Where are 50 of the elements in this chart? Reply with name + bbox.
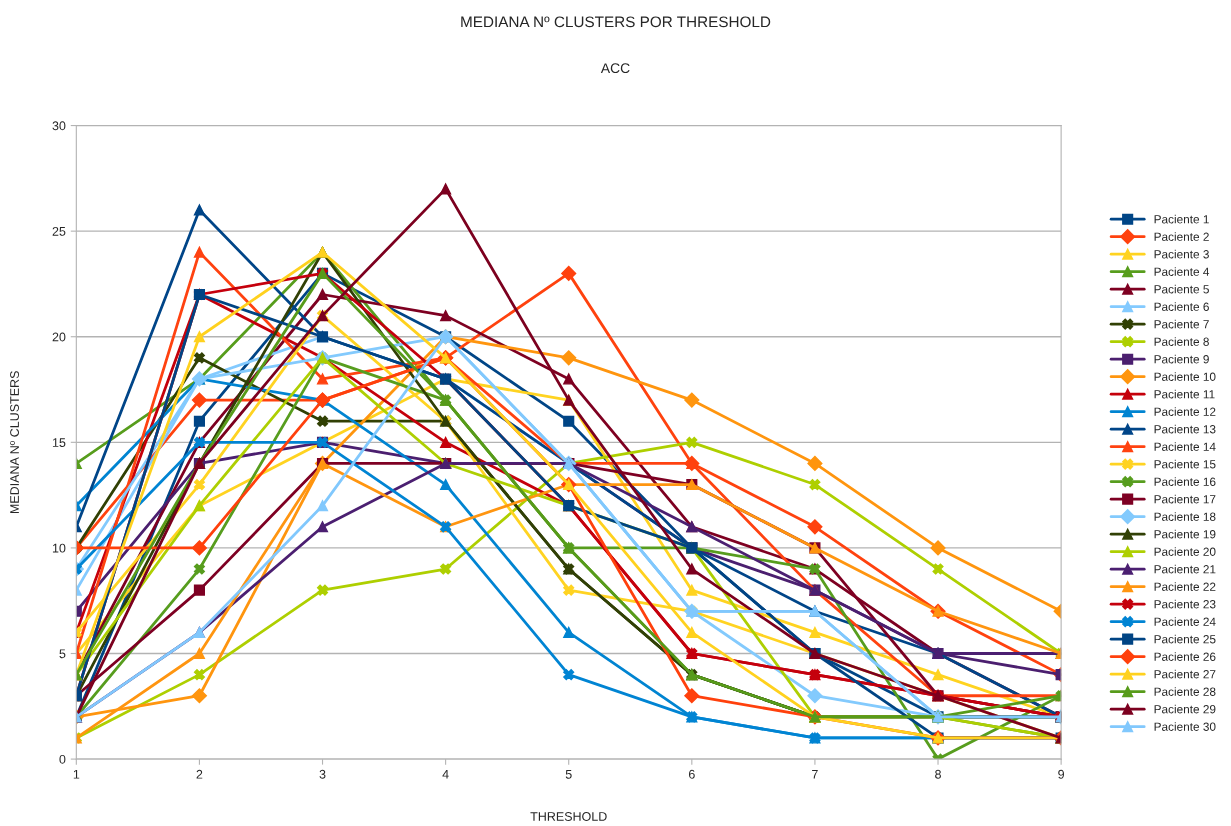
legend-label: Paciente 10 [1154, 372, 1216, 381]
legend-label: Paciente 1 [1154, 214, 1209, 224]
legend-label: Paciente 9 [1154, 354, 1209, 364]
x-axis-title: THRESHOLD [530, 812, 607, 821]
y-tick-label: 15 [52, 438, 66, 447]
legend-label: Paciente 27 [1154, 669, 1216, 679]
x-tick-label: 3 [319, 769, 326, 779]
legend-label: Paciente 4 [1154, 267, 1210, 276]
legend-label: Paciente 3 [1154, 249, 1209, 259]
legend-label: Paciente 11 [1154, 389, 1215, 399]
chart-title: MEDIANA Nº CLUSTERS POR THRESHOLD [461, 16, 771, 28]
legend-label: Paciente 30 [1154, 722, 1216, 731]
legend-label: Paciente 20 [1154, 547, 1216, 556]
x-tick-label: 1 [73, 769, 80, 779]
legend-label: Paciente 18 [1154, 512, 1216, 521]
legend-label: Paciente 21 [1154, 564, 1216, 574]
legend-label: Paciente 13 [1154, 424, 1216, 434]
legend-label: Paciente 25 [1154, 634, 1216, 644]
legend-label: Paciente 16 [1154, 477, 1216, 486]
x-tick-label: 5 [565, 769, 572, 779]
y-tick-label: 25 [52, 226, 66, 236]
y-axis-title: MEDIANA Nº CLUSTERS [10, 371, 19, 514]
legend-label: Paciente 2 [1154, 232, 1209, 241]
legend-label: Paciente 5 [1154, 284, 1209, 294]
legend-label: Paciente 17 [1154, 494, 1216, 504]
x-tick-label: 9 [1058, 769, 1065, 779]
x-tick-label: 7 [812, 769, 818, 779]
legend-label: Paciente 29 [1154, 704, 1216, 714]
legend-label: Paciente 15 [1154, 459, 1216, 469]
legend-label: Paciente 19 [1154, 529, 1216, 539]
x-tick-label: 8 [935, 769, 941, 779]
chart-subtitle: ACC [600, 63, 630, 74]
x-tick-label: 4 [442, 769, 449, 779]
legend-label: Paciente 8 [1154, 337, 1209, 346]
x-tick-label: 2 [196, 769, 203, 779]
legend-label: Paciente 14 [1154, 442, 1216, 451]
legend-label: Paciente 12 [1154, 407, 1216, 416]
legend-label: Paciente 23 [1154, 599, 1216, 609]
x-tick-label: 6 [688, 769, 695, 779]
y-tick-label: 20 [52, 332, 66, 342]
legend-label: Paciente 24 [1154, 617, 1216, 626]
legend-label: Paciente 26 [1154, 652, 1216, 661]
y-tick-label: 10 [52, 543, 66, 553]
y-tick-label: 30 [52, 121, 66, 131]
legend-label: Paciente 7 [1154, 319, 1209, 329]
y-tick-label: 0 [59, 754, 66, 764]
y-tick-label: 5 [59, 649, 66, 659]
legend-label: Paciente 22 [1154, 582, 1216, 591]
legend-label: Paciente 6 [1154, 302, 1209, 311]
legend-label: Paciente 28 [1154, 687, 1216, 696]
